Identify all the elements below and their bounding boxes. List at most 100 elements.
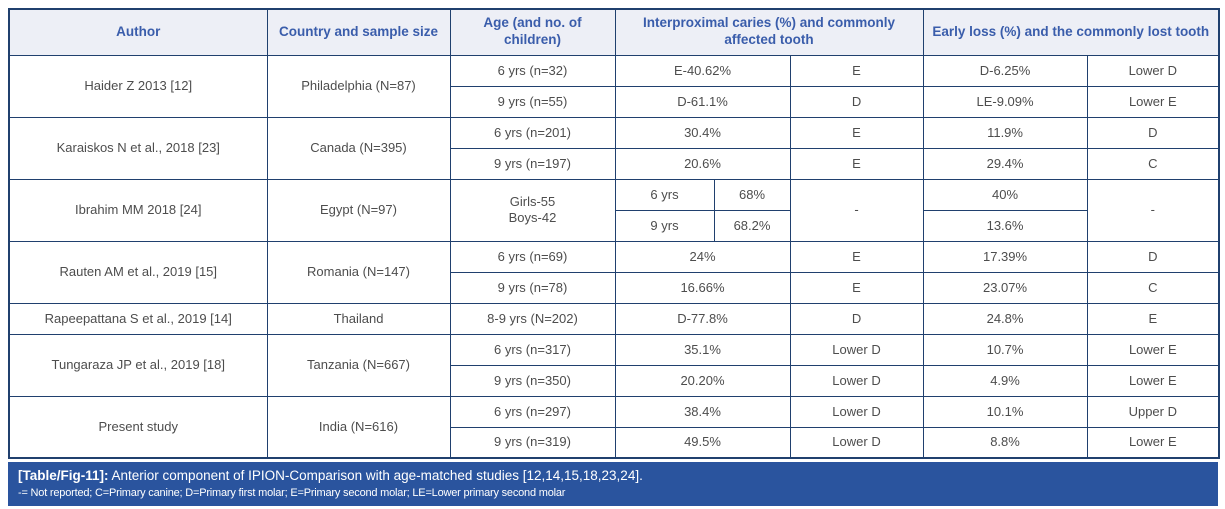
cell-lost-tooth: C: [1086, 147, 1220, 180]
cell-affected-tooth: Lower D: [789, 395, 924, 428]
cell-lost-tooth: E: [1086, 302, 1220, 335]
cell-country: Romania (N=147): [266, 240, 451, 304]
cell-affected-tooth: E: [789, 54, 924, 87]
cell-caries-pct: 49.5%: [614, 426, 791, 459]
cell-author: Haider Z 2013 [12]: [8, 54, 268, 118]
cell-early-loss-pct: D-6.25%: [922, 54, 1088, 87]
cell-early-loss-pct: 11.9%: [922, 116, 1088, 149]
cell-caries-pct: D-77.8%: [614, 302, 791, 335]
cell-early-loss-pct: 17.39%: [922, 240, 1088, 273]
cell-caries-pct: E-40.62%: [614, 54, 791, 87]
cell-author: Ibrahim MM 2018 [24]: [8, 178, 268, 242]
cell-lost-tooth: Lower E: [1086, 333, 1220, 366]
col-header-caries: Interproximal caries (%) and commonly af…: [614, 8, 924, 56]
age-girls: Girls-55: [509, 194, 556, 210]
cell-early-loss-pct: 13.6%: [922, 209, 1088, 242]
table-row: Present study India (N=616) 6 yrs (n=297…: [8, 395, 1220, 459]
cell-caries-pct: 16.66%: [614, 271, 791, 304]
cell-lost-tooth: Lower E: [1086, 85, 1220, 118]
cell-affected-tooth: -: [789, 178, 924, 242]
cell-author: Tungaraza JP et al., 2019 [18]: [8, 333, 268, 397]
table-row: 9 yrs (n=78) 16.66% E 23.07% C: [9, 271, 1220, 304]
cell-lost-tooth: D: [1086, 240, 1220, 273]
table-row: Karaiskos N et al., 2018 [23] Canada (N=…: [8, 116, 1220, 180]
cell-caries-pct: 20.20%: [614, 364, 791, 397]
cell-early-loss-pct: 24.8%: [922, 302, 1088, 335]
cell-age-sublabel: 9 yrs: [614, 209, 715, 242]
cell-age: 6 yrs (n=32): [449, 54, 616, 87]
cell-author: Karaiskos N et al., 2018 [23]: [8, 116, 268, 180]
cell-age: 6 yrs (n=201): [449, 116, 616, 149]
cell-caries-pct: 68%: [713, 178, 791, 211]
cell-affected-tooth: Lower D: [789, 364, 924, 397]
caption-line: [Table/Fig-11]: Anterior component of IP…: [18, 467, 1208, 485]
cell-affected-tooth: E: [789, 147, 924, 180]
cell-early-loss-pct: 23.07%: [922, 271, 1088, 304]
cell-affected-tooth: D: [789, 302, 924, 335]
cell-early-loss-pct: 8.8%: [922, 426, 1088, 459]
cell-lost-tooth: Upper D: [1086, 395, 1220, 428]
cell-lost-tooth: Lower E: [1086, 426, 1220, 459]
cell-affected-tooth: D: [789, 85, 924, 118]
cell-age: Girls-55 Boys-42: [449, 178, 616, 242]
comparison-table: Author Country and sample size Age (and …: [8, 8, 1221, 459]
table-row: 9 yrs (n=319) 49.5% Lower D 8.8% Lower E: [9, 426, 1220, 459]
cell-author: Rauten AM et al., 2019 [15]: [8, 240, 268, 304]
cell-age: 9 yrs (n=78): [449, 271, 616, 304]
cell-age: 6 yrs (n=317): [449, 333, 616, 366]
cell-early-loss-pct: 29.4%: [922, 147, 1088, 180]
cell-caries-pct: 35.1%: [614, 333, 791, 366]
caption-text: Anterior component of IPION-Comparison w…: [111, 468, 643, 483]
table-row: Haider Z 2013 [12] Philadelphia (N=87) 6…: [8, 54, 1220, 118]
cell-caries-pct: 68.2%: [713, 209, 791, 242]
cell-caries-pct: 38.4%: [614, 395, 791, 428]
table-row: 9 yrs (n=197) 20.6% E 29.4% C: [9, 147, 1220, 180]
cell-country: Canada (N=395): [266, 116, 451, 180]
cell-early-loss-pct: 40%: [922, 178, 1088, 211]
cell-early-loss-pct: 4.9%: [922, 364, 1088, 397]
cell-author: Rapeepattana S et al., 2019 [14]: [8, 302, 268, 335]
cell-age: 6 yrs (n=69): [449, 240, 616, 273]
cell-affected-tooth: E: [789, 271, 924, 304]
cell-age: 8-9 yrs (N=202): [449, 302, 616, 335]
col-header-country: Country and sample size: [266, 8, 451, 56]
caption-label: [Table/Fig-11]:: [18, 468, 109, 483]
cell-age: 6 yrs (n=297): [449, 395, 616, 428]
cell-age: 9 yrs (n=55): [449, 85, 616, 118]
cell-country: Tanzania (N=667): [266, 333, 451, 397]
cell-caries-pct: 24%: [614, 240, 791, 273]
table-row: 9 yrs (n=55) D-61.1% D LE-9.09% Lower E: [9, 85, 1220, 118]
cell-country: Egypt (N=97): [266, 178, 451, 242]
cell-caries-pct: 20.6%: [614, 147, 791, 180]
cell-age: 9 yrs (n=197): [449, 147, 616, 180]
age-boys: Boys-42: [508, 210, 557, 225]
cell-affected-tooth: Lower D: [789, 426, 924, 459]
cell-caries-pct: D-61.1%: [614, 85, 791, 118]
cell-early-loss-pct: LE-9.09%: [922, 85, 1088, 118]
table-row: Rapeepattana S et al., 2019 [14] Thailan…: [8, 302, 1220, 335]
header-row: Author Country and sample size Age (and …: [8, 8, 1220, 56]
cell-lost-tooth: -: [1086, 178, 1220, 242]
cell-lost-tooth: C: [1086, 271, 1220, 304]
cell-author: Present study: [8, 395, 268, 459]
col-header-age: Age (and no. of children): [449, 8, 616, 56]
table-row: Ibrahim MM 2018 [24] Egypt (N=97) Girls-…: [8, 178, 1220, 242]
caption-legend: -= Not reported; C=Primary canine; D=Pri…: [18, 486, 566, 499]
cell-age: 9 yrs (n=319): [449, 426, 616, 459]
cell-country: Thailand: [266, 302, 451, 335]
col-header-early-loss: Early loss (%) and the commonly lost too…: [922, 8, 1220, 56]
cell-age: 9 yrs (n=350): [449, 364, 616, 397]
cell-affected-tooth: E: [789, 240, 924, 273]
col-header-author: Author: [8, 8, 268, 56]
cell-country: India (N=616): [266, 395, 451, 459]
cell-affected-tooth: Lower D: [789, 333, 924, 366]
cell-country: Philadelphia (N=87): [266, 54, 451, 118]
table-caption: [Table/Fig-11]: Anterior component of IP…: [8, 462, 1218, 507]
cell-early-loss-pct: 10.1%: [922, 395, 1088, 428]
table-row: Rauten AM et al., 2019 [15] Romania (N=1…: [8, 240, 1220, 304]
cell-lost-tooth: D: [1086, 116, 1220, 149]
cell-lost-tooth: Lower D: [1086, 54, 1220, 87]
table-row: 9 yrs (n=350) 20.20% Lower D 4.9% Lower …: [9, 364, 1220, 397]
table-row: Tungaraza JP et al., 2019 [18] Tanzania …: [8, 333, 1220, 397]
